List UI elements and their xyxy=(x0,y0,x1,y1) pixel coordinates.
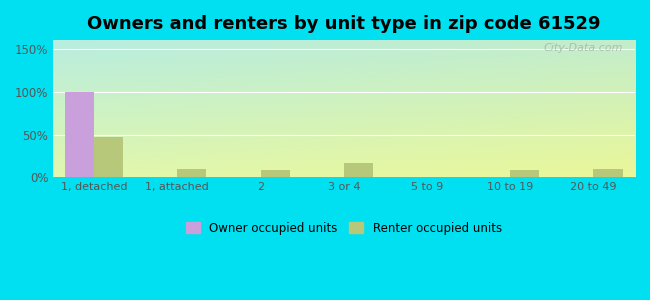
Bar xyxy=(94,137,124,177)
Legend: Owner occupied units, Renter occupied units: Owner occupied units, Renter occupied un… xyxy=(185,222,502,235)
Bar xyxy=(344,163,373,177)
Bar xyxy=(261,170,290,177)
Bar xyxy=(593,169,623,177)
Bar xyxy=(65,92,94,177)
Bar xyxy=(177,169,207,177)
Text: City-Data.com: City-Data.com xyxy=(544,43,623,53)
Title: Owners and renters by unit type in zip code 61529: Owners and renters by unit type in zip c… xyxy=(87,15,601,33)
Bar xyxy=(510,170,540,177)
